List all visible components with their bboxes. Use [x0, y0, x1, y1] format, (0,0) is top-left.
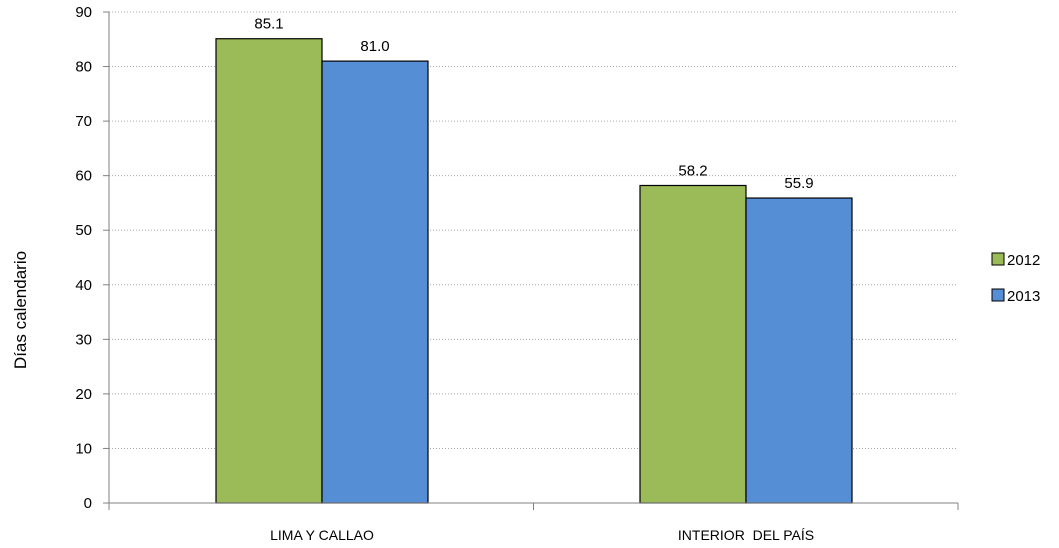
- legend-swatch-2013: [991, 288, 1005, 302]
- y-tick-labels: 0 10 20 30 40 50 60 70 80 90: [75, 4, 92, 512]
- y-tick-label-30: 30: [75, 331, 92, 348]
- legend-label-2013: 2013: [1007, 288, 1040, 305]
- bar-2013-1: [745, 197, 853, 504]
- data-label-2012-0: 85.1: [254, 16, 283, 33]
- category-label-1: INTERIOR DEL PAÍS: [678, 527, 814, 543]
- y-tick-label-80: 80: [75, 59, 92, 76]
- category-labels: LIMA Y CALLAO INTERIOR DEL PAÍS: [270, 527, 814, 543]
- data-label-2012-1: 58.2: [678, 162, 707, 179]
- data-label-2013-1: 55.9: [784, 175, 813, 192]
- legend-label-2012: 2012: [1007, 252, 1040, 269]
- bars: [215, 38, 853, 504]
- y-tick-label-60: 60: [75, 168, 92, 185]
- y-tick-label-20: 20: [75, 386, 92, 403]
- y-axis-title: Días calendario: [11, 251, 30, 369]
- category-label-0: LIMA Y CALLAO: [270, 527, 374, 543]
- y-tick-label-40: 40: [75, 277, 92, 294]
- bar-2012-1: [639, 184, 747, 504]
- bar-2013-0: [321, 60, 429, 504]
- legend: 2012 2013: [991, 252, 1040, 305]
- y-tick-label-50: 50: [75, 222, 92, 239]
- y-tick-label-0: 0: [84, 495, 92, 512]
- data-label-2013-0: 81.0: [360, 38, 389, 55]
- y-tick-label-70: 70: [75, 113, 92, 130]
- axes: [103, 11, 959, 510]
- y-tick-label-90: 90: [75, 4, 92, 21]
- legend-swatch-2012: [991, 252, 1005, 266]
- data-labels: 85.1 81.0 58.2 55.9: [254, 16, 813, 192]
- y-tick-label-10: 10: [75, 440, 92, 457]
- bar-2012-0: [215, 38, 323, 504]
